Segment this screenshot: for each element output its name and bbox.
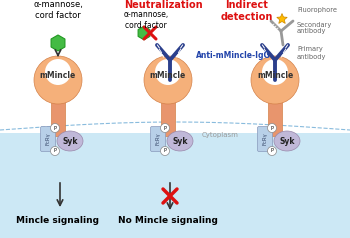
Circle shape: [251, 56, 299, 104]
Circle shape: [155, 59, 181, 85]
Bar: [0, 133, 350, 238]
Text: Syk: Syk: [62, 137, 78, 145]
FancyBboxPatch shape: [258, 127, 273, 152]
FancyBboxPatch shape: [150, 127, 166, 152]
Circle shape: [262, 59, 288, 85]
Circle shape: [267, 147, 276, 155]
Text: mMincle: mMincle: [150, 71, 186, 80]
Text: Neutralization: Neutralization: [124, 0, 202, 10]
Circle shape: [34, 56, 82, 104]
Text: α-mannose,
cord factor: α-mannose, cord factor: [33, 0, 83, 20]
Text: P: P: [54, 125, 56, 130]
Text: Syk: Syk: [172, 137, 188, 145]
Circle shape: [45, 59, 71, 85]
Text: mMincle: mMincle: [257, 71, 293, 80]
Text: Mincle signaling: Mincle signaling: [16, 216, 99, 225]
Text: Cytoplasm: Cytoplasm: [202, 132, 238, 138]
Text: Primary
antibody: Primary antibody: [297, 46, 326, 60]
Circle shape: [161, 124, 169, 133]
Text: α-mannose,
cord factor: α-mannose, cord factor: [123, 10, 169, 30]
Circle shape: [161, 147, 169, 155]
Text: Syk: Syk: [279, 137, 295, 145]
Text: Anti-mMincle-IgG: Anti-mMincle-IgG: [196, 50, 271, 60]
Circle shape: [50, 124, 60, 133]
Text: P: P: [163, 125, 167, 130]
Text: Indirect
detection: Indirect detection: [221, 0, 273, 22]
Text: Secondary
antibody: Secondary antibody: [297, 21, 332, 35]
Circle shape: [144, 56, 192, 104]
Ellipse shape: [57, 131, 83, 151]
Text: FcRγ: FcRγ: [46, 133, 50, 145]
Polygon shape: [138, 26, 150, 40]
Circle shape: [50, 147, 60, 155]
Ellipse shape: [167, 131, 193, 151]
Text: P: P: [54, 149, 56, 154]
FancyBboxPatch shape: [268, 74, 282, 137]
Circle shape: [267, 124, 276, 133]
Text: P: P: [271, 125, 273, 130]
Ellipse shape: [274, 131, 300, 151]
Text: No Mincle signaling: No Mincle signaling: [118, 216, 218, 225]
Text: P: P: [271, 149, 273, 154]
FancyBboxPatch shape: [51, 74, 65, 137]
FancyBboxPatch shape: [41, 127, 56, 152]
Text: Fluorophore: Fluorophore: [297, 7, 337, 13]
Text: P: P: [163, 149, 167, 154]
Polygon shape: [277, 14, 287, 24]
Polygon shape: [51, 35, 65, 51]
Text: FcRγ: FcRγ: [155, 133, 161, 145]
Text: FcRγ: FcRγ: [262, 133, 267, 145]
Text: mMincle: mMincle: [40, 71, 76, 80]
FancyBboxPatch shape: [161, 74, 175, 137]
